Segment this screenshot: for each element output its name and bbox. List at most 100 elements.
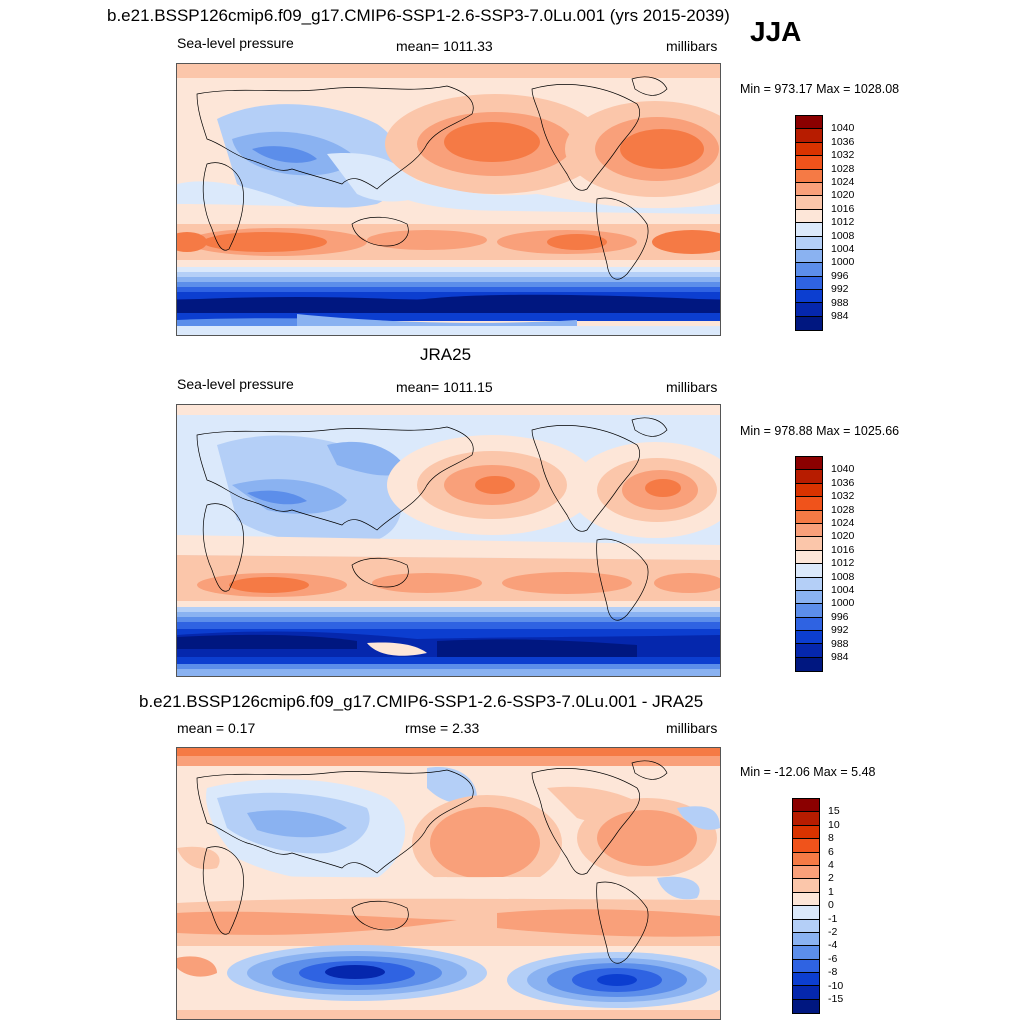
colorbar-swatch [793, 879, 819, 893]
colorbar-tick-label: 0 [828, 899, 834, 912]
colorbar-swatch [796, 537, 822, 551]
colorbar-swatch [796, 263, 822, 277]
panel1-left-label: Sea-level pressure [177, 35, 294, 51]
colorbar-swatch [796, 577, 822, 591]
colorbar-tick-label: 1028 [831, 503, 855, 516]
panel3-mean-label: mean = 0.17 [177, 720, 256, 736]
colorbar-tick-label: 1020 [831, 189, 855, 202]
colorbar-tick-label: -8 [828, 966, 838, 979]
colorbar-swatch [796, 142, 822, 157]
colorbar-tick-label: 992 [831, 283, 849, 296]
colorbar-tick-label: 996 [831, 269, 849, 282]
colorbar-tick-label: 2 [828, 872, 834, 885]
colorbar-tick-label: 988 [831, 637, 849, 650]
colorbar-swatch [793, 852, 819, 866]
map-panel-model [176, 63, 721, 336]
colorbar-swatch [793, 932, 819, 947]
colorbar-tick-label: -15 [828, 993, 844, 1005]
panel3-units-label: millibars [666, 720, 718, 736]
colorbar-tick-label: -2 [828, 926, 838, 938]
colorbar-obs [795, 456, 823, 673]
colorbar-tick-label: 1000 [831, 597, 855, 610]
colorbar-diff [792, 798, 820, 1015]
colorbar-tick-label: 1012 [831, 216, 855, 229]
colorbar-swatch [796, 523, 822, 538]
map-obs-svg [177, 405, 720, 676]
colorbar-swatch [796, 236, 822, 250]
panel2-units-label: millibars [666, 379, 718, 395]
colorbar-swatch [796, 604, 822, 618]
colorbar-tick-label: 1028 [831, 162, 855, 175]
panel2-minmax: Min = 978.88 Max = 1025.66 [740, 424, 900, 438]
colorbar-tick-label: 1000 [831, 256, 855, 269]
colorbar-swatch [796, 483, 822, 498]
colorbar-swatch [796, 276, 822, 291]
colorbar-swatch [793, 892, 819, 907]
map-panel-obs [176, 404, 721, 677]
colorbar-tick-label: 1020 [831, 530, 855, 543]
colorbar-swatch [796, 209, 822, 224]
colorbar-tick-label: 4 [828, 859, 834, 871]
colorbar-tick-label: 1 [828, 885, 834, 898]
panel1-mean-label: mean= 1011.33 [396, 38, 493, 54]
colorbar-tick-label: 1032 [831, 490, 855, 503]
colorbar-tick-label: 992 [831, 624, 849, 637]
colorbar-tick-label: 8 [828, 832, 834, 845]
colorbar-swatch [793, 839, 819, 853]
colorbar-tick-label: 1016 [831, 202, 855, 215]
colorbar-tick-label: 1016 [831, 543, 855, 556]
colorbar-tick-label: 1032 [831, 149, 855, 162]
colorbar-swatch [796, 657, 822, 672]
colorbar-tick-label: 988 [831, 296, 849, 309]
colorbar-swatch [793, 946, 819, 960]
colorbar-tick-label: 10 [828, 818, 840, 831]
colorbar-swatch [793, 959, 819, 974]
colorbar-swatch [796, 129, 822, 143]
panel1-units-label: millibars [666, 38, 718, 54]
colorbar-tick-label: 1024 [831, 176, 855, 188]
figure-title: b.e21.BSSP126cmip6.f09_g17.CMIP6-SSP1-2.… [107, 6, 730, 25]
colorbar-tick-label: 984 [831, 651, 849, 663]
colorbar-swatch [793, 865, 819, 880]
colorbar-swatch [793, 999, 819, 1014]
colorbar-swatch [796, 156, 822, 170]
colorbar-tick-label: 1004 [831, 243, 855, 255]
colorbar-swatch [793, 973, 819, 987]
colorbar-tick-label: 1036 [831, 476, 855, 489]
colorbar-swatch [793, 906, 819, 920]
colorbar-swatch [796, 644, 822, 658]
colorbar-swatch [796, 590, 822, 605]
panel3-rmse-label: rmse = 2.33 [405, 720, 480, 736]
colorbar-tick-label: 1004 [831, 584, 855, 596]
colorbar-swatch [796, 169, 822, 183]
colorbar-swatch [793, 812, 819, 826]
panel3-title: b.e21.BSSP126cmip6.f09_g17.CMIP6-SSP1-2.… [139, 692, 704, 711]
colorbar-tick-label: 996 [831, 610, 849, 623]
colorbar-swatch [796, 457, 822, 471]
colorbar-swatch [796, 223, 822, 237]
colorbar-swatch [796, 470, 822, 484]
colorbar-swatch [796, 631, 822, 645]
colorbar-swatch [793, 799, 819, 813]
colorbar-tick-label: 15 [828, 805, 840, 818]
map-model-svg [177, 64, 720, 335]
colorbar-swatch [796, 564, 822, 578]
colorbar-tick-label: 1008 [831, 229, 855, 242]
colorbar-tick-label: 1036 [831, 135, 855, 148]
panel1-minmax: Min = 973.17 Max = 1028.08 [740, 82, 900, 96]
colorbar-tick-label: 1040 [831, 122, 855, 135]
colorbar-tick-label: 1040 [831, 463, 855, 476]
map-panel-diff [176, 747, 721, 1020]
panel2-left-label: Sea-level pressure [177, 376, 294, 392]
colorbar-tick-label: -10 [828, 979, 844, 992]
colorbar-swatch [796, 249, 822, 264]
colorbar-swatch [796, 617, 822, 632]
colorbar-tick-label: -1 [828, 912, 838, 925]
colorbar-swatch [793, 919, 819, 933]
colorbar-tick-label: 1008 [831, 570, 855, 583]
colorbar-tick-label: -4 [828, 939, 838, 952]
panel2-mean-label: mean= 1011.15 [396, 379, 493, 395]
colorbar-tick-label: -6 [828, 952, 838, 965]
colorbar-swatch [796, 290, 822, 304]
map-diff-svg [177, 748, 720, 1019]
